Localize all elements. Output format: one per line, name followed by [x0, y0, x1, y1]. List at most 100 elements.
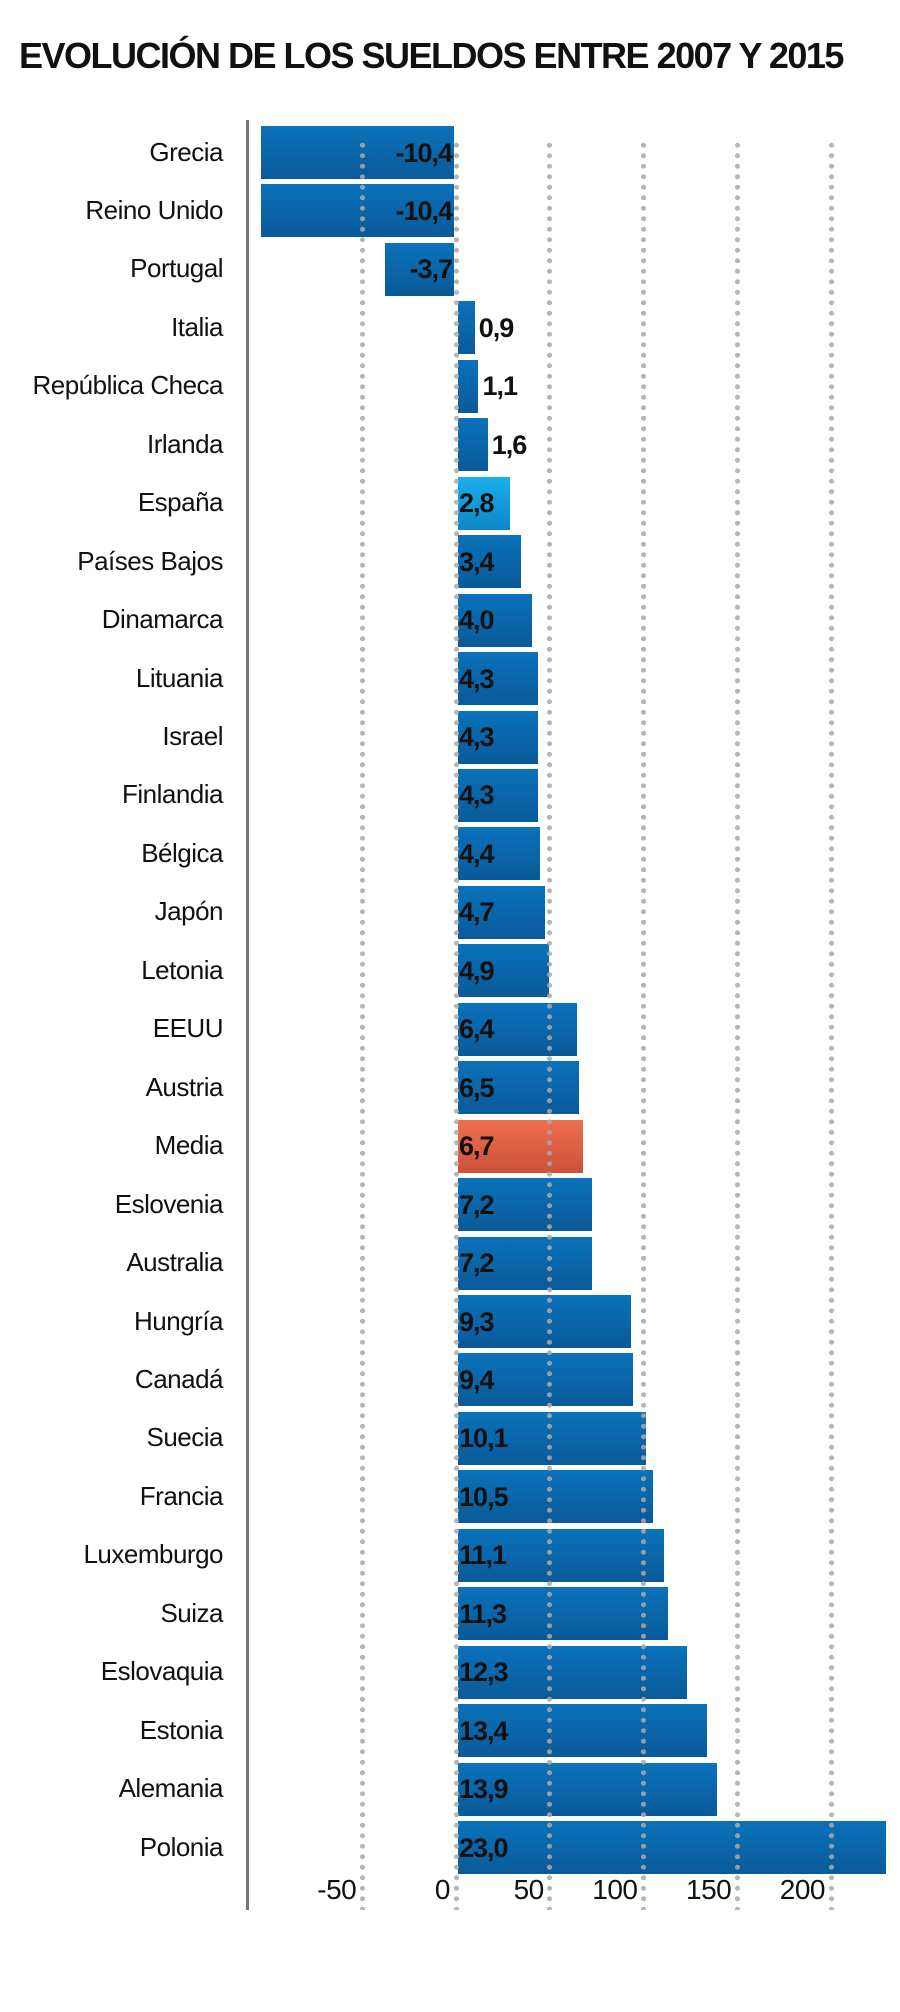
value-label: 6,7: [459, 1131, 495, 1162]
bar-israel: [458, 710, 538, 764]
category-label: Irlanda: [147, 428, 224, 459]
value-label: 2,8: [459, 488, 495, 519]
bar-japón: [458, 885, 546, 939]
bar-hungría: [458, 1295, 631, 1348]
bar-bélgica: [458, 827, 540, 881]
category-label: Media: [154, 1130, 224, 1161]
gridline: [828, 140, 834, 1910]
value-label: 4,3: [459, 780, 495, 811]
category-label: Países Bajos: [77, 545, 223, 576]
bar-dinamarca: [458, 593, 533, 647]
category-label: Bélgica: [141, 837, 223, 868]
category-label: EEUU: [152, 1013, 224, 1044]
category-label: Alemania: [118, 1773, 224, 1804]
bar-austria: [458, 1061, 579, 1115]
value-label: -10,4: [395, 137, 453, 168]
x-tick-label: 50: [513, 1874, 545, 1905]
x-tick-label: 0: [434, 1874, 451, 1905]
bar-italia: [458, 301, 475, 355]
value-label: 4,3: [459, 722, 495, 752]
gridline: [641, 140, 646, 1910]
value-label: 4,4: [459, 838, 495, 869]
category-label: Suiza: [160, 1597, 223, 1628]
bar-suiza: [458, 1587, 669, 1641]
value-label: 13,4: [459, 1715, 509, 1746]
category-label: Polonia: [139, 1831, 224, 1862]
category-label: Portugal: [130, 253, 223, 284]
x-tick-label: -50: [317, 1874, 357, 1905]
value-label: 7,2: [459, 1189, 495, 1220]
category-label: Letonia: [141, 954, 223, 985]
category-label: Reino Unido: [85, 194, 223, 225]
category-label: Australia: [126, 1247, 223, 1278]
value-label: 1,6: [491, 429, 528, 460]
bar-irlanda: [458, 418, 488, 472]
bar-eslovaquia: [458, 1645, 687, 1699]
value-label: 11,3: [459, 1598, 507, 1629]
value-label: -3,7: [409, 254, 453, 285]
value-label: 11,1: [459, 1540, 507, 1571]
value-label: 9,4: [459, 1364, 495, 1395]
bar-media: [458, 1119, 583, 1173]
bar-luxemburgo: [458, 1528, 665, 1582]
bar-finlandia: [458, 768, 538, 822]
value-label: 4,7: [459, 897, 495, 928]
value-label: 10,1: [459, 1423, 509, 1454]
category-label: Hungría: [134, 1305, 224, 1336]
gridline: [453, 140, 459, 1910]
bar-grecia: [260, 126, 454, 179]
value-label: 23,0: [459, 1832, 509, 1863]
value-label: 13,9: [459, 1774, 509, 1805]
value-label: 4,0: [459, 605, 495, 636]
category-label: Eslovaquia: [100, 1656, 224, 1687]
gridline: [547, 140, 553, 1910]
gridline: [359, 140, 365, 1910]
value-label: 4,3: [459, 663, 495, 694]
category-label: Francia: [139, 1480, 224, 1511]
value-label: 0,9: [478, 312, 515, 343]
bar-alemania: [458, 1762, 717, 1816]
bar-países-bajos: [458, 535, 522, 589]
value-label: 4,9: [459, 955, 495, 986]
category-label: Suecia: [146, 1422, 224, 1453]
value-label: 6,4: [459, 1014, 495, 1045]
category-label: Finlandia: [121, 779, 224, 810]
bar-eslovenia: [458, 1178, 592, 1232]
value-label: 12,3: [459, 1657, 509, 1688]
category-label: Japón: [154, 896, 224, 927]
value-label: 6,5: [459, 1072, 495, 1103]
bar-reino-unido: [260, 184, 454, 238]
value-label: 10,5: [459, 1481, 509, 1512]
category-label: República Checa: [32, 370, 223, 401]
bar-portugal: [385, 242, 454, 296]
category-label: Estonia: [139, 1714, 224, 1745]
category-label: España: [137, 487, 224, 518]
x-tick-label: 150: [686, 1874, 732, 1905]
category-label: Luxemburgo: [83, 1539, 223, 1570]
y-axis-line: [246, 120, 249, 1910]
category-label: Lituania: [135, 662, 224, 693]
x-tick-label: 200: [779, 1874, 826, 1905]
value-label: -10,4: [395, 195, 453, 226]
category-label: Italia: [171, 311, 223, 342]
value-label: 3,4: [459, 546, 495, 577]
category-label: Eslovenia: [114, 1188, 224, 1219]
value-label: 9,3: [459, 1306, 495, 1337]
x-tick-label: 100: [592, 1874, 638, 1905]
category-label: Dinamarca: [101, 604, 224, 635]
value-label: 7,2: [459, 1248, 495, 1279]
gridline: [734, 140, 740, 1910]
bar-lituania: [458, 652, 538, 706]
bar-eeuu: [458, 1002, 578, 1056]
category-label: Grecia: [149, 136, 223, 167]
category-label: Canadá: [134, 1363, 224, 1394]
bar-estonia: [458, 1704, 708, 1758]
bar-francia: [458, 1470, 654, 1524]
bar-australia: [458, 1236, 592, 1290]
category-label: Austria: [145, 1071, 224, 1102]
bar-república-checa: [458, 359, 479, 413]
bar-polonia: [458, 1821, 886, 1875]
chart-title: EVOLUCIÓN DE LOS SUELDOS ENTRE 2007 Y 20…: [19, 35, 844, 76]
bar-canadá: [458, 1353, 633, 1407]
category-label: Israel: [162, 721, 223, 751]
